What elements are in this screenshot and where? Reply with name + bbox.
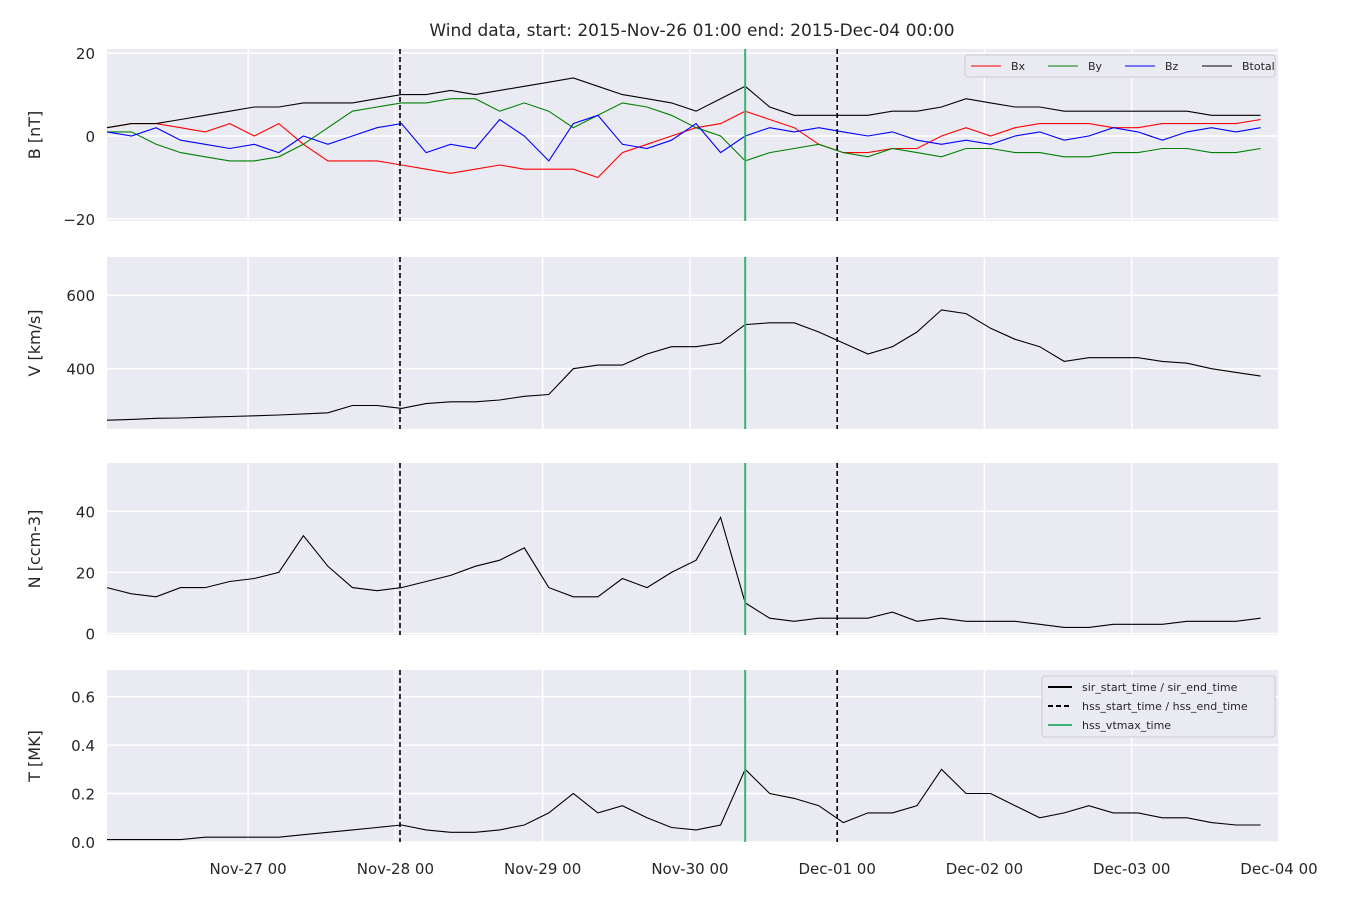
x-tick-label: Dec-04 00 (1240, 860, 1317, 878)
chart-title: Wind data, start: 2015-Nov-26 01:00 end:… (429, 21, 954, 41)
y-tick-label: 0 (85, 625, 95, 643)
x-tick-label: Dec-03 00 (1093, 860, 1170, 878)
x-tick-label: Nov-29 00 (504, 860, 581, 878)
x-tick-label: Dec-02 00 (946, 860, 1023, 878)
data-line (106, 114, 1261, 162)
data-line (106, 515, 1261, 628)
x-tick-label: Dec-01 00 (799, 860, 876, 878)
legend-label: sir_start_time / sir_end_time (1082, 681, 1238, 694)
x-tick-label: Nov-27 00 (210, 860, 287, 878)
legend-label: hss_start_time / hss_end_time (1082, 700, 1248, 713)
y-axis-label: T [MK] (25, 730, 44, 783)
data-line (107, 98, 1261, 162)
data-line (106, 309, 1261, 421)
legend-label: Bx (1011, 60, 1026, 73)
y-tick-label: 400 (66, 361, 95, 379)
y-tick-label: 0.6 (71, 689, 95, 707)
y-tick-label: 0.4 (71, 737, 95, 755)
y-tick-label: −20 (63, 211, 95, 229)
data-line (107, 768, 1261, 841)
legend-label: hss_vtmax_time (1082, 719, 1171, 732)
y-tick-label: 20 (76, 45, 95, 63)
plot-area (107, 257, 1279, 429)
legend-box (964, 54, 1276, 78)
legend-box (1041, 675, 1276, 738)
y-tick-label: 40 (76, 503, 95, 521)
plot-area (107, 49, 1279, 221)
y-axis-label: V [km/s] (25, 309, 44, 376)
x-tick-label: Nov-28 00 (357, 860, 434, 878)
y-axis-label: N [ccm-3] (25, 510, 44, 589)
y-axis-label: B [nT] (25, 111, 44, 159)
legend-label: Bz (1165, 60, 1179, 73)
y-tick-label: 0.2 (71, 786, 95, 804)
legend-label: Btotal (1242, 60, 1275, 73)
y-tick-label: 20 (76, 564, 95, 582)
y-tick-label: 600 (66, 287, 95, 305)
x-tick-label: Nov-30 00 (651, 860, 728, 878)
y-tick-label: 0.0 (71, 834, 95, 852)
plot-area (107, 463, 1279, 635)
data-line (106, 77, 1261, 129)
legend-label: By (1088, 60, 1103, 73)
y-tick-label: 0 (85, 128, 95, 146)
